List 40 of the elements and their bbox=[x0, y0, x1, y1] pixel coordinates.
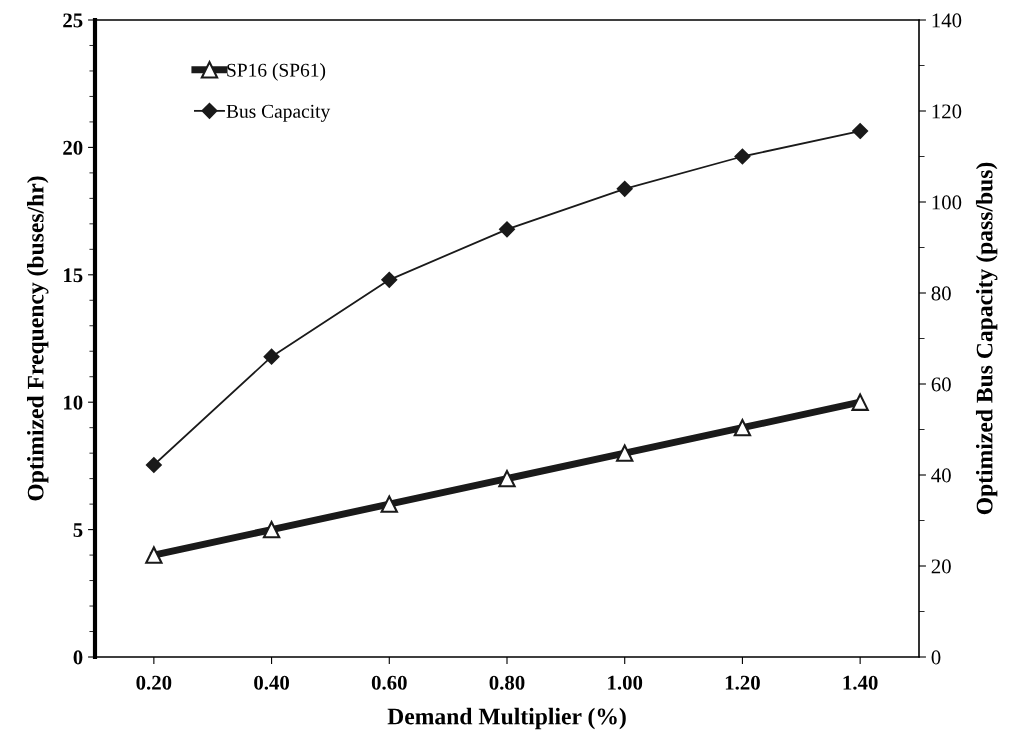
point bbox=[380, 495, 398, 513]
y2-tick-label: 100 bbox=[932, 195, 962, 210]
y-tick-label: 5 bbox=[73, 523, 83, 538]
y-axis-title: Optimized Frequency (buses/hr) bbox=[26, 176, 49, 501]
y2-tick-label: 120 bbox=[932, 104, 962, 119]
point bbox=[145, 457, 162, 473]
point bbox=[263, 348, 280, 365]
point bbox=[381, 271, 398, 288]
point bbox=[616, 444, 634, 462]
legend-label: Bus Capacity bbox=[226, 104, 331, 122]
x-tick-label: 0.20 bbox=[136, 675, 172, 690]
x-tick-label: 1.40 bbox=[843, 675, 878, 690]
y2-axis-title: Optimized Bus Capacity (pass/bus) bbox=[975, 162, 998, 515]
point bbox=[734, 148, 751, 165]
y2-tick-label: 0 bbox=[931, 650, 941, 665]
y2-tick-label: 140 bbox=[932, 13, 962, 28]
x-tick-label: 1.00 bbox=[608, 675, 643, 690]
y2-tick-label: 40 bbox=[931, 468, 951, 483]
y-tick-label: 0 bbox=[73, 650, 83, 665]
point bbox=[733, 419, 752, 437]
point bbox=[145, 546, 163, 564]
x-tick-label: 0.60 bbox=[371, 675, 407, 690]
y2-tick-label: 80 bbox=[931, 286, 951, 301]
y-tick-label: 10 bbox=[64, 395, 83, 410]
x-tick-label: 1.20 bbox=[725, 675, 760, 690]
point bbox=[499, 221, 515, 238]
y-tick-label: 25 bbox=[63, 13, 83, 28]
point bbox=[852, 123, 869, 139]
y-tick-label: 15 bbox=[64, 268, 83, 283]
x-tick-label: 0.40 bbox=[254, 675, 290, 690]
point bbox=[498, 469, 516, 488]
y2-tick-label: 20 bbox=[931, 559, 951, 574]
x-tick-label: 0.80 bbox=[489, 675, 525, 690]
y2-tick-label: 60 bbox=[931, 377, 951, 392]
legend-label: SP16 (SP61) bbox=[227, 63, 326, 81]
point bbox=[616, 180, 633, 197]
y-tick-label: 20 bbox=[63, 140, 83, 155]
point bbox=[851, 393, 869, 411]
point bbox=[262, 520, 281, 539]
x-axis-title: Demand Multiplier (%) bbox=[387, 707, 626, 730]
